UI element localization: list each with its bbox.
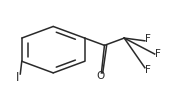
- Text: F: F: [145, 65, 151, 75]
- Text: O: O: [96, 71, 105, 81]
- Text: F: F: [145, 34, 151, 44]
- Text: F: F: [155, 49, 161, 59]
- Text: I: I: [16, 71, 19, 84]
